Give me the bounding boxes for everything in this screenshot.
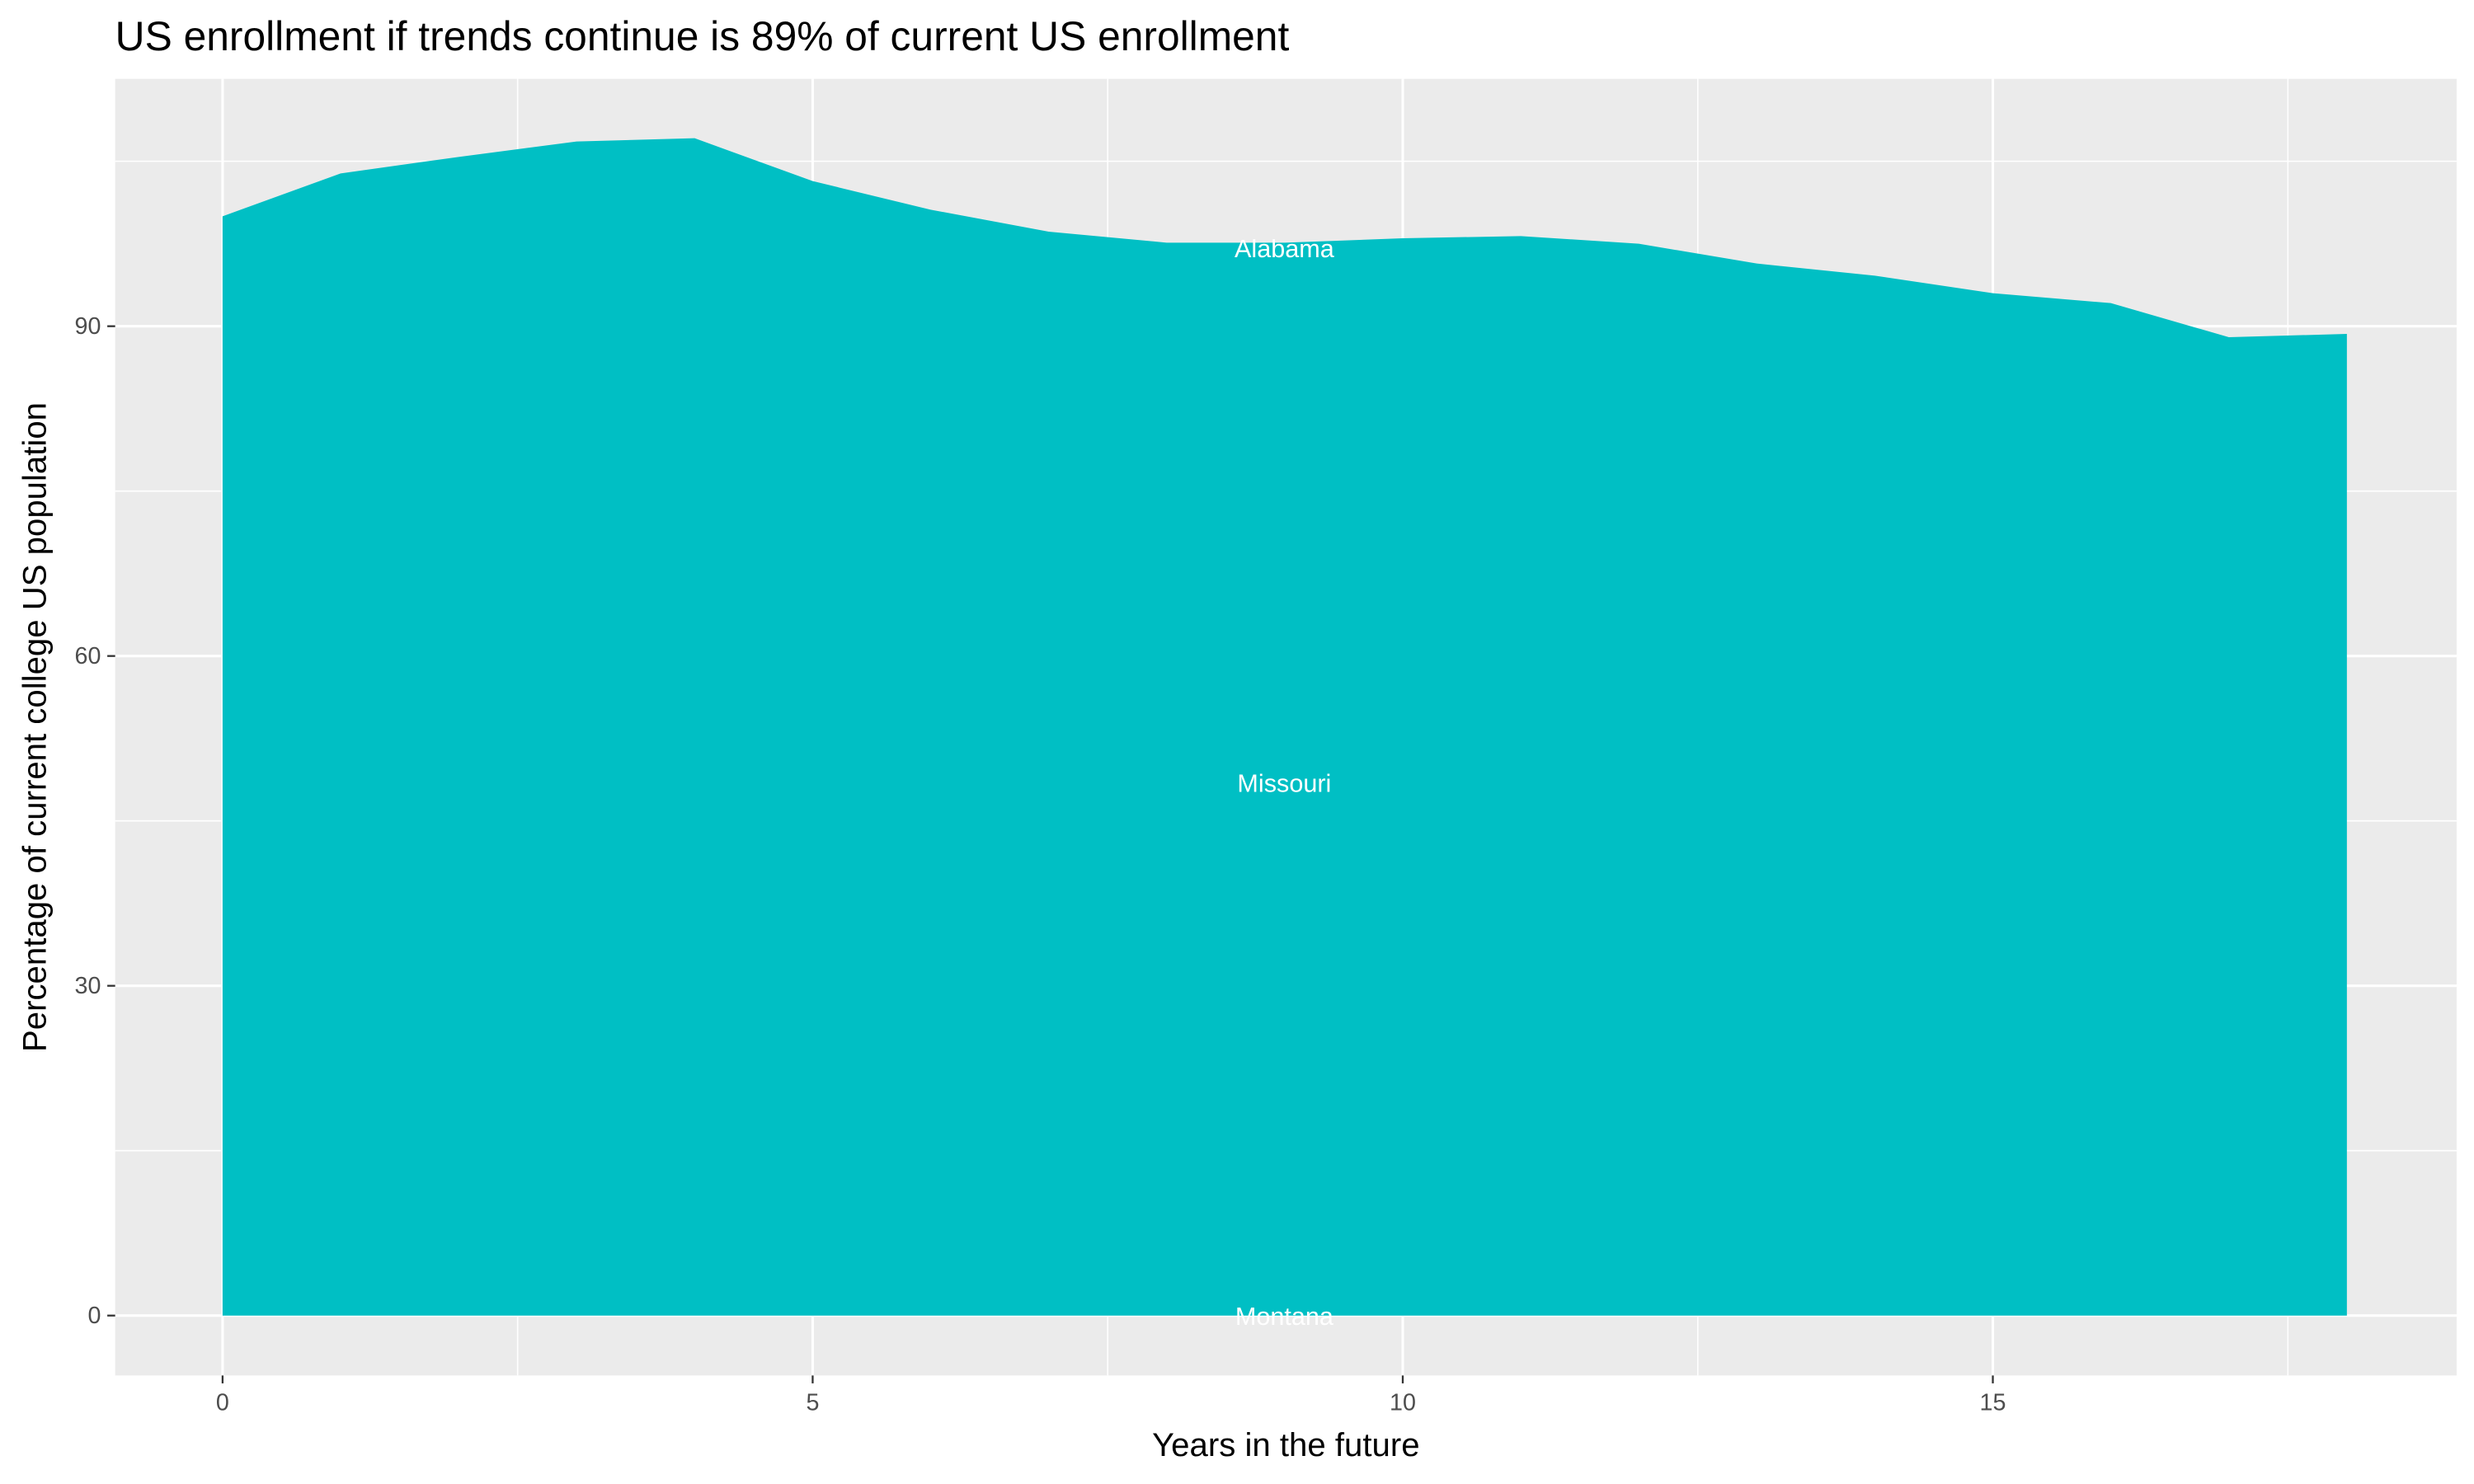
area-label: Alabama <box>1235 235 1335 263</box>
y-axis-title: Percentage of current college US populat… <box>16 402 53 1052</box>
y-tick-label: 0 <box>87 1303 101 1329</box>
y-tick-label: 60 <box>75 643 101 669</box>
x-tick-label: 5 <box>806 1389 819 1416</box>
x-tick-label: 0 <box>216 1389 229 1416</box>
x-axis-title: Years in the future <box>1152 1426 1419 1463</box>
marks: Alabama Missouri Montana <box>222 138 2347 1331</box>
area <box>222 138 2347 1316</box>
y-tick-label: 90 <box>75 313 101 340</box>
chart-title: US enrollment if trends continue is 89% … <box>115 13 1290 59</box>
y-tick-label: 30 <box>75 973 101 999</box>
area-label: Montana <box>1235 1303 1334 1331</box>
area-label: Missouri <box>1237 769 1331 797</box>
x-tick-label: 10 <box>1390 1389 1416 1416</box>
axes: 0 5 10 15 0 30 60 90 <box>75 313 2006 1416</box>
x-tick-label: 15 <box>1980 1389 2006 1416</box>
